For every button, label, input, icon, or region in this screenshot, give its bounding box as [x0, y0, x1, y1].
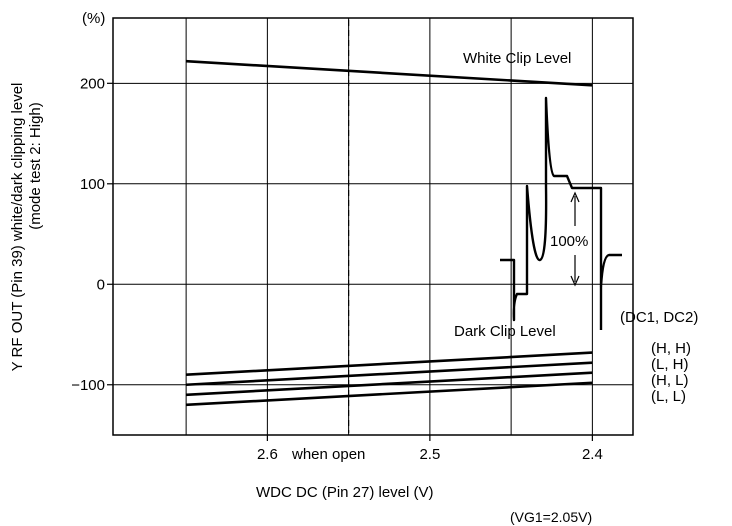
waveform-inset — [500, 96, 622, 330]
legend-header: (DC1, DC2) — [620, 309, 698, 326]
series-line — [186, 361, 593, 387]
series-line — [186, 371, 593, 397]
y-tick-label: 100 — [80, 176, 105, 193]
waveform-trace — [500, 96, 622, 322]
y-axis-title: Y RF OUT (Pin 39) white/dark clipping le… — [9, 83, 26, 372]
series-line — [186, 381, 593, 407]
x-axis-title: WDC DC (Pin 27) level (V) — [256, 484, 434, 501]
series-label: (L, H) — [651, 356, 689, 373]
percent-label: 100% — [550, 233, 588, 250]
when-open-label: when open — [291, 446, 365, 463]
axis-ticks: 200 100 0 −100 2.6 2.5 2.4 — [71, 75, 603, 463]
dark-clip-label: Dark Clip Level — [454, 323, 556, 340]
x-tick-label: 2.6 — [257, 446, 278, 463]
footnote-vg1: (VG1=2.05V) — [510, 509, 592, 525]
series-line — [186, 59, 593, 87]
x-tick-label: 2.4 — [582, 446, 603, 463]
series-label: (H, H) — [651, 340, 691, 357]
plot-frame — [112, 17, 634, 436]
series-lines — [186, 59, 593, 407]
y-unit-label: (%) — [82, 10, 105, 27]
series-line — [186, 351, 593, 377]
y-tick-label: −100 — [71, 377, 105, 394]
series-label: (H, L) — [651, 372, 689, 389]
y-tick-label: 0 — [97, 276, 105, 293]
series-label: (L, L) — [651, 388, 686, 405]
y-tick-label: 200 — [80, 75, 105, 92]
percent-arrow — [570, 191, 580, 287]
x-tick-label: 2.5 — [419, 446, 440, 463]
grid — [113, 18, 633, 435]
series-labels: (H, H)(L, H)(H, L)(L, L) — [651, 340, 691, 405]
white-clip-label: White Clip Level — [463, 50, 571, 67]
y-axis-subtitle: (mode test 2: High) — [27, 102, 44, 230]
